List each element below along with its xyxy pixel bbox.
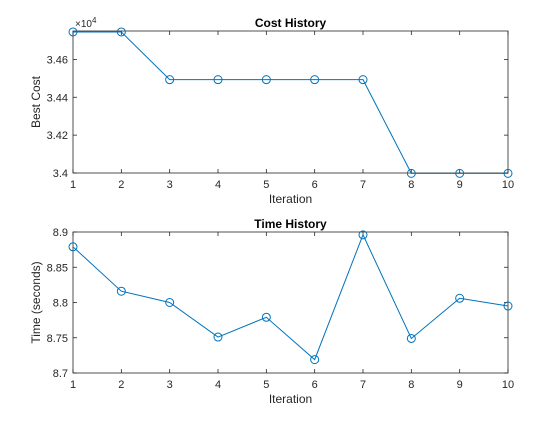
x-axis-label: Iteration	[269, 392, 312, 406]
y-tick-label: 3.4	[53, 168, 68, 180]
x-tick-label: 2	[118, 179, 124, 191]
x-tick-label: 8	[408, 179, 414, 191]
x-tick-label: 10	[502, 379, 514, 391]
x-tick-label: 1	[70, 179, 76, 191]
x-tick-label: 5	[263, 179, 269, 191]
data-point-marker	[406, 168, 416, 178]
y-tick-label: 8.8	[53, 298, 68, 310]
x-tick-label: 8	[408, 379, 414, 391]
data-point-marker	[310, 75, 320, 85]
x-tick-label: 1	[70, 379, 76, 391]
y-axis-label: Time (seconds)	[29, 261, 43, 343]
data-point-marker	[261, 312, 271, 322]
data-point-marker	[358, 230, 368, 240]
cost-history-axes: 1 2 3 4 5 6 7 8 9 10 3.4 3.42 3.44 3.46 Cost History It…	[29, 16, 514, 206]
chart-title: Time History	[254, 217, 327, 231]
y-tick-label: 8.9	[53, 227, 68, 239]
x-tick-label: 6	[312, 379, 318, 391]
data-point-marker	[68, 27, 78, 37]
data-point-marker	[455, 168, 465, 178]
y-tick-label: 3.44	[47, 92, 68, 104]
y-tick-label: 3.42	[47, 130, 68, 142]
x-tick-label: 9	[457, 379, 463, 391]
y-multiplier: ×104	[75, 16, 97, 30]
x-tick-label: 3	[167, 179, 173, 191]
x-tick-label: 7	[360, 379, 366, 391]
series-line	[72, 233, 509, 361]
data-point-marker	[116, 286, 126, 296]
data-point-marker	[165, 298, 175, 307]
y-tick-label: 8.7	[53, 368, 68, 380]
y-multiplier-base: ×10	[75, 19, 92, 30]
plot-area	[72, 30, 509, 174]
data-point-marker	[503, 168, 513, 178]
data-point-marker	[68, 242, 78, 252]
y-tick-label: 8.75	[47, 333, 68, 345]
series-line	[73, 31, 508, 174]
x-tick-label: 9	[457, 179, 463, 191]
data-point-marker	[455, 293, 465, 303]
x-tick-label: 3	[167, 379, 173, 391]
x-tick-label: 6	[312, 179, 318, 191]
data-point-marker	[165, 75, 175, 85]
x-tick-label: 10	[502, 179, 514, 191]
x-tick-label: 5	[263, 379, 269, 391]
time-history-axes: 1 2 3 4 5 6 7 8 9 10 8.7 8.75 8.8 8.85 8.9 Time History…	[29, 217, 514, 406]
chart-title: Cost History	[255, 16, 327, 30]
data-point-marker	[213, 332, 223, 342]
data-point-marker	[358, 75, 368, 85]
data-point-marker	[213, 75, 223, 85]
y-tick-label: 3.46	[47, 54, 68, 66]
data-point-marker	[310, 355, 320, 365]
x-tick-label: 2	[118, 379, 124, 391]
x-axis-label: Iteration	[269, 192, 312, 206]
data-point-marker	[116, 27, 126, 37]
y-tick-label: 8.85	[47, 262, 68, 274]
x-tick-label: 4	[215, 379, 221, 391]
plot-area	[72, 231, 509, 374]
data-point-marker	[261, 75, 271, 85]
data-point-marker	[406, 333, 416, 343]
y-axis-label: Best Cost	[29, 75, 43, 128]
x-tick-label: 4	[215, 179, 221, 191]
data-point-marker	[503, 301, 513, 311]
x-tick-label: 7	[360, 179, 366, 191]
y-multiplier-exponent: 4	[92, 16, 97, 25]
